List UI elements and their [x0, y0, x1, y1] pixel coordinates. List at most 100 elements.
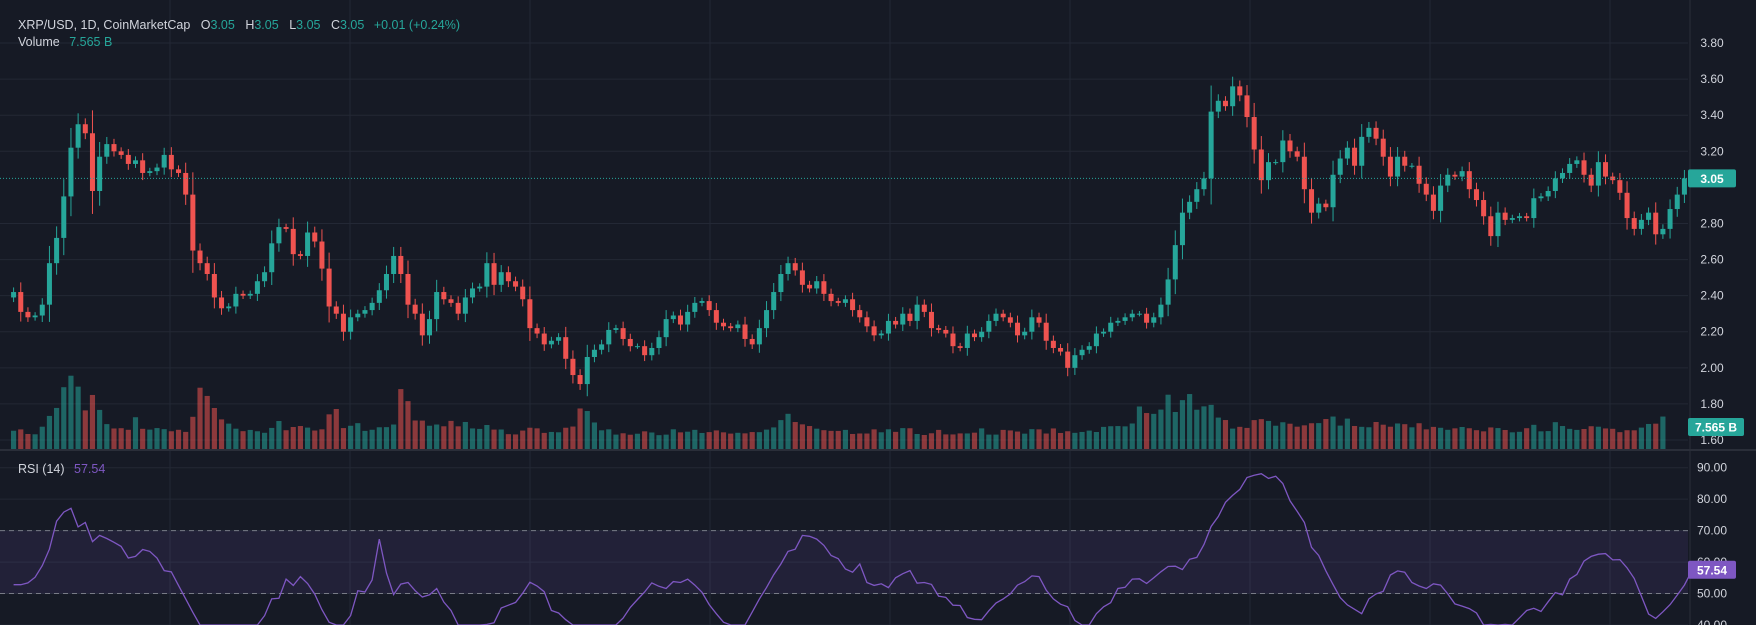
- candle-body: [792, 263, 798, 271]
- volume-bar: [455, 426, 461, 449]
- volume-bar: [1631, 430, 1637, 449]
- candle-body: [1502, 212, 1508, 220]
- volume-bar: [1660, 416, 1666, 449]
- candle: [348, 309, 354, 340]
- candle: [1452, 171, 1458, 180]
- candle: [75, 113, 81, 159]
- candle: [1029, 309, 1035, 340]
- volume-bar: [570, 426, 576, 449]
- volume-bar: [1617, 432, 1623, 449]
- volume-bar: [1115, 426, 1121, 449]
- candle: [219, 290, 225, 315]
- candle-body: [1172, 245, 1178, 280]
- candle-body: [1058, 347, 1064, 352]
- candle: [828, 288, 834, 307]
- volume-bar: [319, 429, 325, 449]
- volume-bar: [950, 434, 956, 449]
- candle: [842, 295, 848, 307]
- candle-body: [1201, 178, 1207, 190]
- candle: [1366, 121, 1372, 143]
- volume-bar: [613, 434, 619, 449]
- volume-bar: [771, 427, 777, 449]
- candle: [1488, 206, 1494, 246]
- volume-bar: [1567, 428, 1573, 449]
- candle-body: [1309, 189, 1315, 213]
- candle-body: [1294, 151, 1300, 157]
- candle-body: [132, 160, 138, 164]
- candle-body: [1452, 174, 1458, 177]
- candle: [161, 147, 167, 175]
- candle-body: [125, 154, 131, 164]
- candle-body: [1129, 313, 1135, 318]
- candle: [1567, 158, 1573, 179]
- volume-bar: [462, 421, 468, 449]
- volume-bar: [943, 434, 949, 449]
- candle-body: [1438, 185, 1444, 211]
- candle: [1409, 163, 1415, 169]
- candle-body: [1387, 156, 1393, 177]
- candle-body: [656, 337, 662, 348]
- volume-bar: [692, 429, 698, 449]
- candle-body: [82, 124, 88, 134]
- volume-bar: [1237, 426, 1243, 449]
- volume-bar: [1093, 431, 1099, 449]
- candle: [1222, 96, 1228, 111]
- candle-body: [297, 254, 303, 256]
- candle-body: [68, 147, 74, 197]
- price-candles: [11, 76, 1687, 397]
- candle-body: [1000, 313, 1006, 318]
- candle-body: [1402, 156, 1408, 166]
- volume-bar: [1653, 423, 1659, 449]
- candle: [1022, 327, 1028, 340]
- candle-body: [1409, 165, 1415, 167]
- candle: [1194, 182, 1200, 209]
- volume-bar: [971, 432, 978, 449]
- candle-body: [821, 281, 827, 294]
- candle: [1187, 195, 1193, 220]
- volume-bar: [986, 434, 992, 449]
- candle: [1581, 152, 1587, 183]
- candle-body: [1588, 174, 1594, 186]
- candle: [147, 167, 153, 177]
- candle: [642, 340, 648, 362]
- rsi-label[interactable]: RSI (14): [18, 462, 65, 476]
- volume-bar: [477, 428, 483, 449]
- volume-bar: [1308, 423, 1315, 449]
- candle: [491, 252, 497, 296]
- symbol-label[interactable]: XRP/USD, 1D, CoinMarketCap: [18, 18, 191, 32]
- open-value: 3.05: [210, 18, 235, 32]
- volume-bar: [957, 433, 963, 449]
- volume-bar: [1144, 413, 1150, 449]
- volume-label[interactable]: Volume: [18, 35, 60, 49]
- volume-bar: [11, 430, 17, 449]
- volume-bar: [1108, 426, 1114, 449]
- volume-bar: [305, 427, 311, 449]
- candle-body: [785, 263, 791, 274]
- price-tick-label: 1.80: [1700, 397, 1724, 411]
- volume-bar: [1588, 426, 1594, 449]
- candle: [541, 327, 547, 351]
- candle-body: [161, 154, 167, 168]
- candle-body: [986, 320, 992, 332]
- candle-body: [498, 272, 504, 285]
- volume-bar: [1351, 425, 1358, 449]
- candle-body: [756, 328, 762, 345]
- candle-body: [154, 167, 160, 172]
- volume-bar: [326, 414, 332, 449]
- price-axis[interactable]: 3.80 3.60 3.40 3.20 2.80 2.60 2.40 2.20 2.00 1.80…: [1697, 36, 1727, 625]
- candle: [1423, 177, 1429, 202]
- candle: [857, 304, 863, 323]
- volume-bar: [785, 413, 791, 449]
- volume-bar: [1158, 409, 1164, 449]
- candle: [333, 301, 339, 319]
- candle-body: [398, 255, 404, 274]
- candle-body: [857, 310, 863, 318]
- candle: [1631, 211, 1637, 236]
- candle: [168, 147, 174, 178]
- candle: [262, 266, 268, 288]
- candle-body: [1366, 127, 1372, 137]
- candle: [1144, 307, 1150, 329]
- candle: [305, 221, 311, 267]
- candle: [211, 263, 217, 309]
